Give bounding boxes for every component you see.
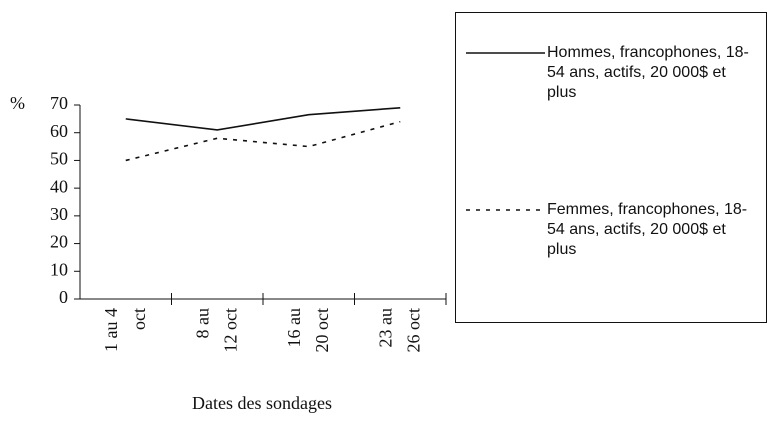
x-tick-label: 20 oct [312,308,332,353]
y-tick-label: 0 [59,287,68,307]
y-tick-label: 20 [50,232,68,252]
y-axis-label: % [10,93,25,113]
x-tick-label: oct [129,308,149,330]
y-tick-label: 50 [50,149,68,169]
y-tick-label: 30 [50,204,68,224]
y-tick-label: 60 [50,121,68,141]
x-tick-label: 26 oct [403,308,423,353]
x-tick-label: 23 au [375,308,395,348]
y-tick-label: 40 [50,176,68,196]
line-series [125,120,401,162]
y-tick-label: 10 [50,259,68,279]
y-tick-label: 70 [50,93,68,113]
x-tick-label: 8 au [192,308,212,339]
x-axis-label: Dates des sondages [192,393,332,413]
x-tick-label: 16 au [284,308,304,348]
legend-label: Femmes, francophones, 18-54 ans, actifs,… [547,201,748,258]
x-tick-label: 1 au 4 [101,308,121,352]
line-series [125,106,401,131]
x-tick-label: 12 oct [220,308,240,353]
legend-label: Hommes, francophones, 18-54 ans, actifs,… [547,44,749,101]
